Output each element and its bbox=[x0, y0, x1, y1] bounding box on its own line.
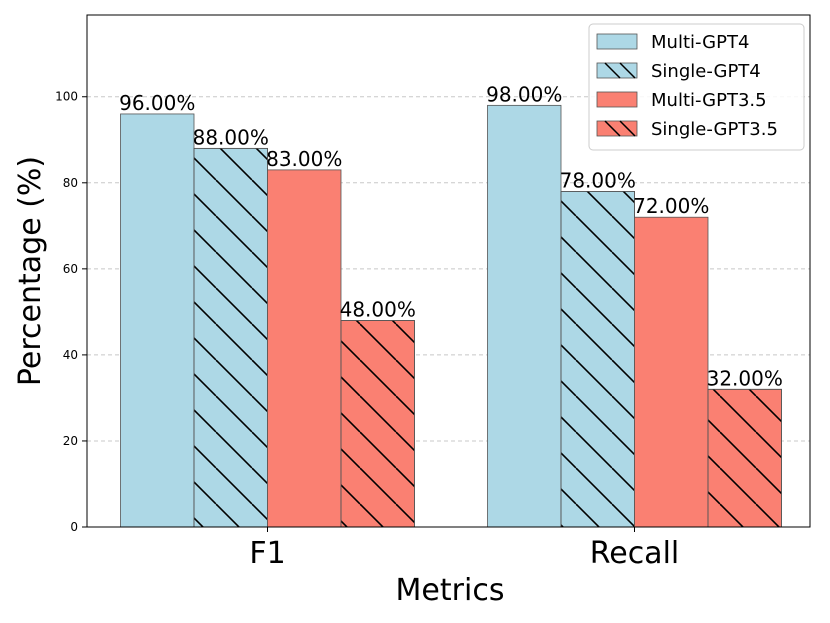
bar-hatch-single-gpt3.5-recall bbox=[707, 388, 782, 528]
y-tick-label: 0 bbox=[70, 520, 78, 534]
legend-swatch-multi-gpt4 bbox=[596, 33, 638, 50]
bar-value-label: 32.00% bbox=[707, 366, 783, 390]
legend-swatch-single-gpt3.5 bbox=[596, 120, 638, 137]
bar-multi-gpt3.5-recall bbox=[634, 216, 709, 528]
bar-multi-gpt4-recall bbox=[487, 104, 562, 528]
x-category-label: F1 bbox=[249, 536, 285, 571]
legend-hatch-mark bbox=[619, 120, 636, 137]
y-tick-label: 40 bbox=[63, 348, 78, 362]
legend-hatch-mark bbox=[604, 120, 621, 137]
legend-box bbox=[588, 23, 805, 151]
y-tick-label: 100 bbox=[55, 90, 78, 104]
bar-value-label: 78.00% bbox=[560, 168, 636, 192]
bar-value-label: 83.00% bbox=[266, 147, 342, 171]
bars bbox=[120, 104, 782, 528]
y-axis-title: Percentage (%) bbox=[13, 156, 48, 386]
x-axis-title: Metrics bbox=[396, 573, 505, 608]
plot-frame bbox=[86, 14, 811, 528]
bar-value-labels: 96.00% 88.00%83.00% 48.00% 98.00% 78.00%72.0… bbox=[119, 82, 783, 390]
y-tick-label: 60 bbox=[63, 262, 78, 276]
bar-value-label: 48.00% bbox=[340, 297, 416, 321]
legend-hatch-mark bbox=[619, 62, 636, 79]
legend-swatch-multi-gpt3.5 bbox=[596, 91, 638, 108]
y-tick-label: 20 bbox=[63, 434, 78, 448]
bar-value-label: 72.00% bbox=[633, 194, 709, 218]
legend-label: Single-GPT3.5 bbox=[651, 119, 778, 140]
bar-multi-gpt3.5-f1 bbox=[267, 169, 342, 528]
legend-label: Multi-GPT4 bbox=[651, 32, 749, 53]
bar-hatch-single-gpt3.5-f1 bbox=[340, 320, 415, 528]
bar-multi-gpt4-f1 bbox=[120, 113, 195, 528]
legend-hatch-mark bbox=[604, 62, 621, 79]
legend: Multi-GPT4 Single-GPT4 Multi-GPT3.5 Single-… bbox=[588, 23, 805, 151]
legend-swatch-single-gpt4 bbox=[596, 62, 638, 79]
bar-value-label: 98.00% bbox=[486, 82, 562, 106]
x-category-label: Recall bbox=[590, 536, 680, 571]
legend-label: Multi-GPT3.5 bbox=[651, 90, 767, 111]
y-tick-label: 80 bbox=[63, 176, 78, 190]
legend-label: Single-GPT4 bbox=[651, 61, 761, 82]
bar-hatch-single-gpt4-recall bbox=[560, 191, 635, 528]
axis-ticks: 0 20 40 60 80 100 F1 Recall bbox=[55, 90, 679, 571]
bar-hatch-single-gpt4-f1 bbox=[193, 147, 268, 528]
bar-value-label: 96.00% bbox=[119, 91, 195, 115]
bar-value-label: 88.00% bbox=[193, 125, 269, 149]
